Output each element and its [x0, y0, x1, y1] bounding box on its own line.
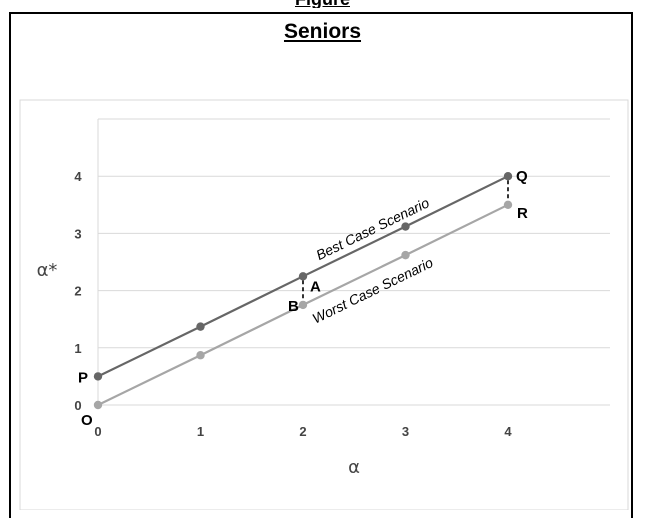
data-point-best	[503, 172, 513, 181]
point-labels: P O AB Q R	[78, 168, 528, 429]
chart-title: Seniors	[283, 20, 362, 43]
y-tick-labels: 0 1 2 3 4	[74, 169, 82, 413]
gridlines	[97, 118, 610, 406]
point-label-O: O	[81, 412, 93, 429]
y-tick-label: 2	[74, 284, 81, 299]
annotation-best: Best Case Scenario	[313, 194, 431, 263]
x-tick-label: 0	[94, 424, 101, 439]
y-tick-label: 3	[74, 226, 81, 241]
data-point-worst	[401, 250, 410, 260]
data-point-best	[401, 222, 410, 231]
data-point-best	[93, 372, 103, 381]
data-point-best	[298, 272, 308, 281]
y-tick-label: 0	[74, 398, 81, 413]
point-label-Q: Q	[516, 168, 528, 185]
y-tick-label: 4	[74, 169, 82, 184]
figure-frame	[9, 12, 633, 518]
point-label-B: B	[288, 298, 299, 315]
x-tick-label: 2	[299, 424, 306, 439]
x-tick-label: 1	[197, 424, 204, 439]
top-caption-fragment: Figure	[0, 0, 645, 8]
dashed-connectors	[302, 180, 509, 301]
x-axis-label: α	[348, 457, 360, 478]
top-caption-text: Figure	[0, 0, 645, 8]
point-label-P: P	[78, 369, 88, 386]
y-tick-label: 1	[74, 341, 81, 356]
data-point-best	[196, 322, 205, 331]
y-axis-label: α*	[37, 260, 58, 281]
data-point-worst	[503, 200, 513, 209]
data-point-worst	[196, 351, 205, 360]
x-tick-label: 4	[504, 424, 512, 439]
x-tick-labels: 0 1 2 3 4	[94, 424, 512, 439]
series-layer	[93, 172, 513, 410]
data-point-worst	[93, 400, 103, 410]
x-tick-label: 3	[402, 424, 409, 439]
point-label-A: A	[310, 278, 321, 295]
data-point-worst	[298, 300, 308, 310]
plot-area-border	[19, 99, 629, 510]
point-label-R: R	[517, 205, 528, 222]
